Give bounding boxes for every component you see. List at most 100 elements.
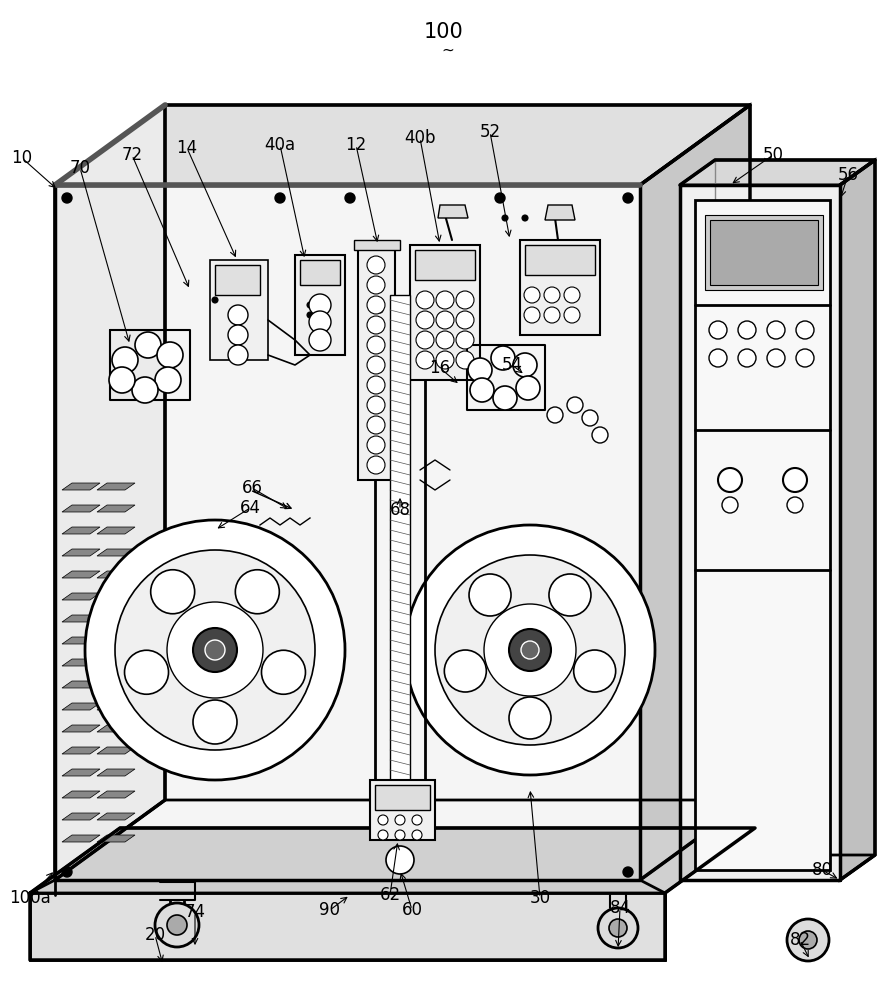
Circle shape [155, 367, 181, 393]
Polygon shape [62, 769, 100, 776]
Polygon shape [62, 813, 100, 820]
Circle shape [228, 325, 248, 345]
Circle shape [549, 574, 591, 616]
Circle shape [228, 345, 248, 365]
Circle shape [112, 347, 138, 373]
Circle shape [547, 407, 563, 423]
Circle shape [367, 336, 385, 354]
Circle shape [228, 305, 248, 325]
Text: 20: 20 [144, 926, 165, 944]
Circle shape [456, 311, 474, 329]
Circle shape [709, 321, 727, 339]
Text: 14: 14 [176, 139, 197, 157]
Circle shape [367, 296, 385, 314]
Polygon shape [97, 769, 135, 776]
Circle shape [522, 215, 528, 221]
Polygon shape [62, 505, 100, 512]
Polygon shape [97, 681, 135, 688]
Circle shape [609, 919, 627, 937]
Polygon shape [525, 245, 595, 275]
Polygon shape [680, 185, 840, 880]
Circle shape [261, 650, 306, 694]
Polygon shape [62, 593, 100, 600]
Circle shape [167, 602, 263, 698]
Circle shape [62, 193, 72, 203]
Circle shape [513, 353, 537, 377]
Circle shape [787, 497, 803, 513]
Circle shape [509, 697, 551, 739]
Polygon shape [840, 160, 875, 880]
Polygon shape [62, 835, 100, 842]
Circle shape [491, 346, 515, 370]
Circle shape [132, 377, 158, 403]
Polygon shape [55, 105, 750, 185]
Polygon shape [97, 725, 135, 732]
Circle shape [787, 919, 829, 961]
Circle shape [521, 641, 539, 659]
Circle shape [573, 650, 616, 692]
Polygon shape [215, 265, 260, 295]
Polygon shape [97, 571, 135, 578]
Circle shape [307, 312, 313, 318]
Circle shape [115, 550, 315, 750]
Circle shape [456, 291, 474, 309]
Text: 64: 64 [239, 499, 260, 517]
Polygon shape [97, 813, 135, 820]
Text: 84: 84 [610, 899, 630, 917]
Polygon shape [62, 483, 100, 490]
Polygon shape [210, 260, 268, 360]
Circle shape [767, 349, 785, 367]
Circle shape [502, 215, 508, 221]
Polygon shape [300, 260, 340, 285]
Circle shape [150, 570, 195, 614]
Circle shape [516, 376, 540, 400]
Circle shape [395, 815, 405, 825]
Text: 16: 16 [429, 359, 451, 377]
Polygon shape [640, 105, 750, 880]
Polygon shape [545, 205, 575, 220]
Circle shape [493, 386, 517, 410]
Polygon shape [370, 780, 435, 840]
Circle shape [436, 291, 454, 309]
Polygon shape [520, 240, 600, 335]
Circle shape [345, 193, 355, 203]
Text: 74: 74 [185, 903, 205, 921]
Circle shape [436, 311, 454, 329]
Circle shape [412, 830, 422, 840]
Circle shape [62, 867, 72, 877]
Circle shape [367, 356, 385, 374]
Text: 40b: 40b [404, 129, 436, 147]
Polygon shape [97, 659, 135, 666]
Text: 70: 70 [69, 159, 91, 177]
Polygon shape [62, 527, 100, 534]
Text: 30: 30 [530, 889, 550, 907]
Circle shape [470, 378, 494, 402]
Circle shape [367, 276, 385, 294]
Circle shape [416, 311, 434, 329]
Circle shape [564, 307, 580, 323]
Text: 50: 50 [763, 146, 783, 164]
Circle shape [367, 396, 385, 414]
Polygon shape [97, 637, 135, 644]
Polygon shape [97, 791, 135, 798]
Circle shape [495, 193, 505, 203]
Circle shape [623, 867, 633, 877]
Circle shape [582, 410, 598, 426]
Circle shape [167, 915, 187, 935]
Circle shape [509, 629, 551, 671]
Bar [705, 215, 823, 290]
Text: 82: 82 [789, 931, 811, 949]
Polygon shape [695, 200, 830, 870]
Circle shape [767, 321, 785, 339]
Circle shape [436, 331, 454, 349]
Text: 40a: 40a [264, 136, 295, 154]
Circle shape [444, 650, 486, 692]
Polygon shape [97, 703, 135, 710]
Circle shape [623, 193, 633, 203]
Text: 100a: 100a [9, 889, 51, 907]
Polygon shape [62, 549, 100, 556]
Text: 72: 72 [122, 146, 142, 164]
Polygon shape [680, 160, 875, 185]
Circle shape [309, 329, 331, 351]
Polygon shape [97, 593, 135, 600]
